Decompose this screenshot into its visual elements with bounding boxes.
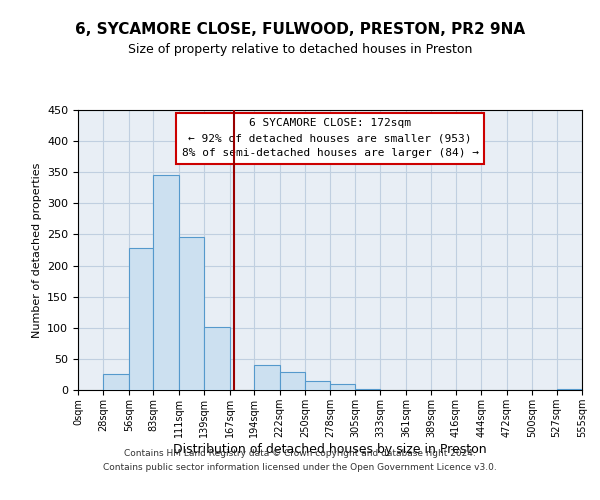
- Text: Contains public sector information licensed under the Open Government Licence v3: Contains public sector information licen…: [103, 464, 497, 472]
- Text: Contains HM Land Registry data © Crown copyright and database right 2024.: Contains HM Land Registry data © Crown c…: [124, 448, 476, 458]
- Bar: [179, 237, 204, 390]
- Bar: [129, 248, 154, 390]
- Text: 6 SYCAMORE CLOSE: 172sqm
← 92% of detached houses are smaller (953)
8% of semi-d: 6 SYCAMORE CLOSE: 172sqm ← 92% of detach…: [182, 118, 479, 158]
- Bar: [305, 380, 331, 390]
- Bar: [331, 384, 355, 390]
- Bar: [103, 374, 129, 390]
- Bar: [280, 372, 305, 390]
- Bar: [204, 326, 230, 390]
- Y-axis label: Number of detached properties: Number of detached properties: [32, 162, 41, 338]
- Text: 6, SYCAMORE CLOSE, FULWOOD, PRESTON, PR2 9NA: 6, SYCAMORE CLOSE, FULWOOD, PRESTON, PR2…: [75, 22, 525, 38]
- Text: Size of property relative to detached houses in Preston: Size of property relative to detached ho…: [128, 42, 472, 56]
- Bar: [154, 176, 179, 390]
- X-axis label: Distribution of detached houses by size in Preston: Distribution of detached houses by size …: [173, 442, 487, 456]
- Bar: [254, 365, 280, 390]
